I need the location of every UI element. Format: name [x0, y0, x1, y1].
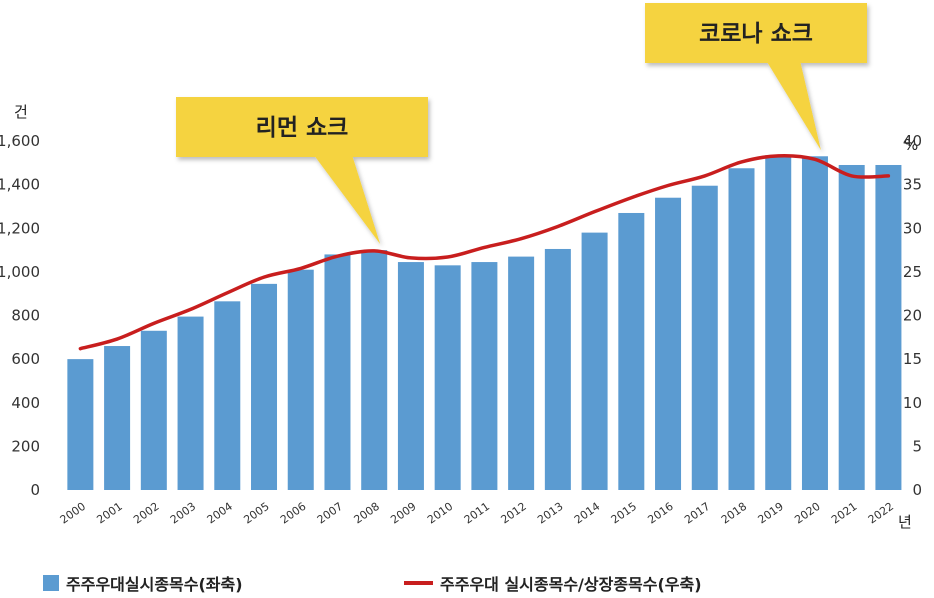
bar — [618, 212, 645, 490]
bar — [471, 262, 498, 490]
left-tick-label: 1,200 — [0, 219, 40, 237]
line-series — [78, 153, 891, 351]
bar — [838, 164, 865, 490]
left-tick-label: 1,000 — [0, 263, 40, 281]
left-tick-label: 1,600 — [0, 132, 40, 150]
x-tick-label: 2015 — [609, 500, 639, 527]
left-tick-label: 600 — [11, 350, 40, 368]
x-tick-label: 2012 — [498, 500, 528, 527]
right-tick-label: 40 — [903, 132, 922, 150]
bar — [875, 164, 902, 490]
right-axis-unit: % — [904, 136, 918, 154]
bar — [691, 185, 718, 490]
bar — [508, 256, 535, 490]
x-tick-label: 2009 — [388, 500, 418, 527]
right-tick-label: 20 — [903, 307, 922, 325]
x-tick-label: 2017 — [682, 500, 712, 527]
bar — [67, 359, 94, 490]
legend-bar-swatch — [43, 575, 59, 591]
callout-box — [176, 97, 428, 157]
left-tick-label: 200 — [11, 437, 40, 455]
callout-text: 코로나 쇼크 — [699, 21, 813, 47]
x-axis-unit: 년 — [898, 513, 912, 531]
right-tick-label: 5 — [912, 437, 922, 455]
x-tick-label: 2002 — [131, 500, 161, 527]
bar — [324, 254, 351, 490]
x-tick-label: 2016 — [645, 500, 675, 527]
x-tick-label: 2019 — [756, 500, 786, 527]
bar — [397, 262, 424, 490]
series-line — [78, 153, 891, 351]
x-tick-label: 2003 — [168, 500, 198, 527]
left-tick-label: 400 — [11, 394, 40, 412]
left-tick-label: 800 — [11, 307, 40, 325]
callout-1 — [645, 3, 867, 151]
right-axis-ticks: 0 5 10 15 20 25 30 35 40 — [903, 132, 922, 499]
bar — [765, 155, 792, 490]
bar — [177, 316, 204, 490]
x-tick-label: 2014 — [572, 500, 602, 527]
x-tick-label: 2005 — [241, 500, 271, 527]
legend-bar-label: 주주우대실시종목수(좌축) — [66, 575, 243, 594]
x-tick-label: 2021 — [829, 500, 859, 527]
x-tick-label: 2010 — [425, 500, 455, 527]
bar — [544, 248, 571, 490]
bar — [655, 197, 682, 490]
bar — [361, 250, 388, 490]
callout-pointer — [767, 62, 821, 151]
right-tick-label: 25 — [903, 263, 922, 281]
bar — [581, 232, 608, 491]
bar — [251, 283, 278, 490]
callout-box — [645, 3, 867, 63]
left-tick-label: 0 — [30, 481, 40, 499]
right-tick-label: 0 — [912, 481, 922, 499]
x-tick-label: 2008 — [352, 500, 382, 527]
right-tick-label: 15 — [903, 350, 922, 368]
callout-0 — [176, 97, 428, 245]
legend: 주주우대실시종목수(좌축) 주주우대 실시종목수/상장종목수(우축) — [43, 575, 702, 594]
callout-pointer — [314, 156, 381, 245]
bar — [104, 346, 131, 490]
x-tick-label: 2011 — [462, 500, 492, 527]
x-axis-ticks: 2000 2001 2002 2003 2004 2005 2006 2007 2008 2009… — [58, 500, 896, 527]
bar — [140, 330, 167, 490]
bar-series — [67, 155, 902, 491]
right-tick-label: 30 — [903, 219, 922, 237]
bar — [434, 265, 461, 490]
x-tick-label: 2013 — [535, 500, 565, 527]
x-tick-label: 2006 — [278, 500, 308, 527]
callout-text: 리먼 쇼크 — [256, 115, 349, 141]
x-tick-label: 2001 — [94, 500, 124, 527]
right-tick-label: 10 — [903, 394, 922, 412]
right-tick-label: 35 — [903, 176, 922, 194]
left-axis-unit: 건 — [14, 103, 28, 121]
bar — [801, 156, 828, 491]
x-tick-label: 2022 — [866, 500, 896, 527]
legend-line-label: 주주우대 실시종목수/상장종목수(우축) — [440, 575, 702, 594]
x-tick-label: 2004 — [205, 500, 235, 527]
left-tick-label: 1,400 — [0, 176, 40, 194]
x-tick-label: 2018 — [719, 500, 749, 527]
bar — [728, 168, 755, 490]
x-tick-label: 2020 — [792, 500, 822, 527]
bar — [214, 301, 241, 490]
annotations: 리먼 쇼크 코로나 쇼크 — [176, 3, 867, 245]
x-tick-label: 2000 — [58, 500, 88, 527]
bar — [287, 269, 314, 490]
x-tick-label: 2007 — [315, 500, 345, 527]
left-axis-ticks: 0 200 400 600 800 1,000 1,200 1,400 1,600 — [0, 132, 40, 499]
